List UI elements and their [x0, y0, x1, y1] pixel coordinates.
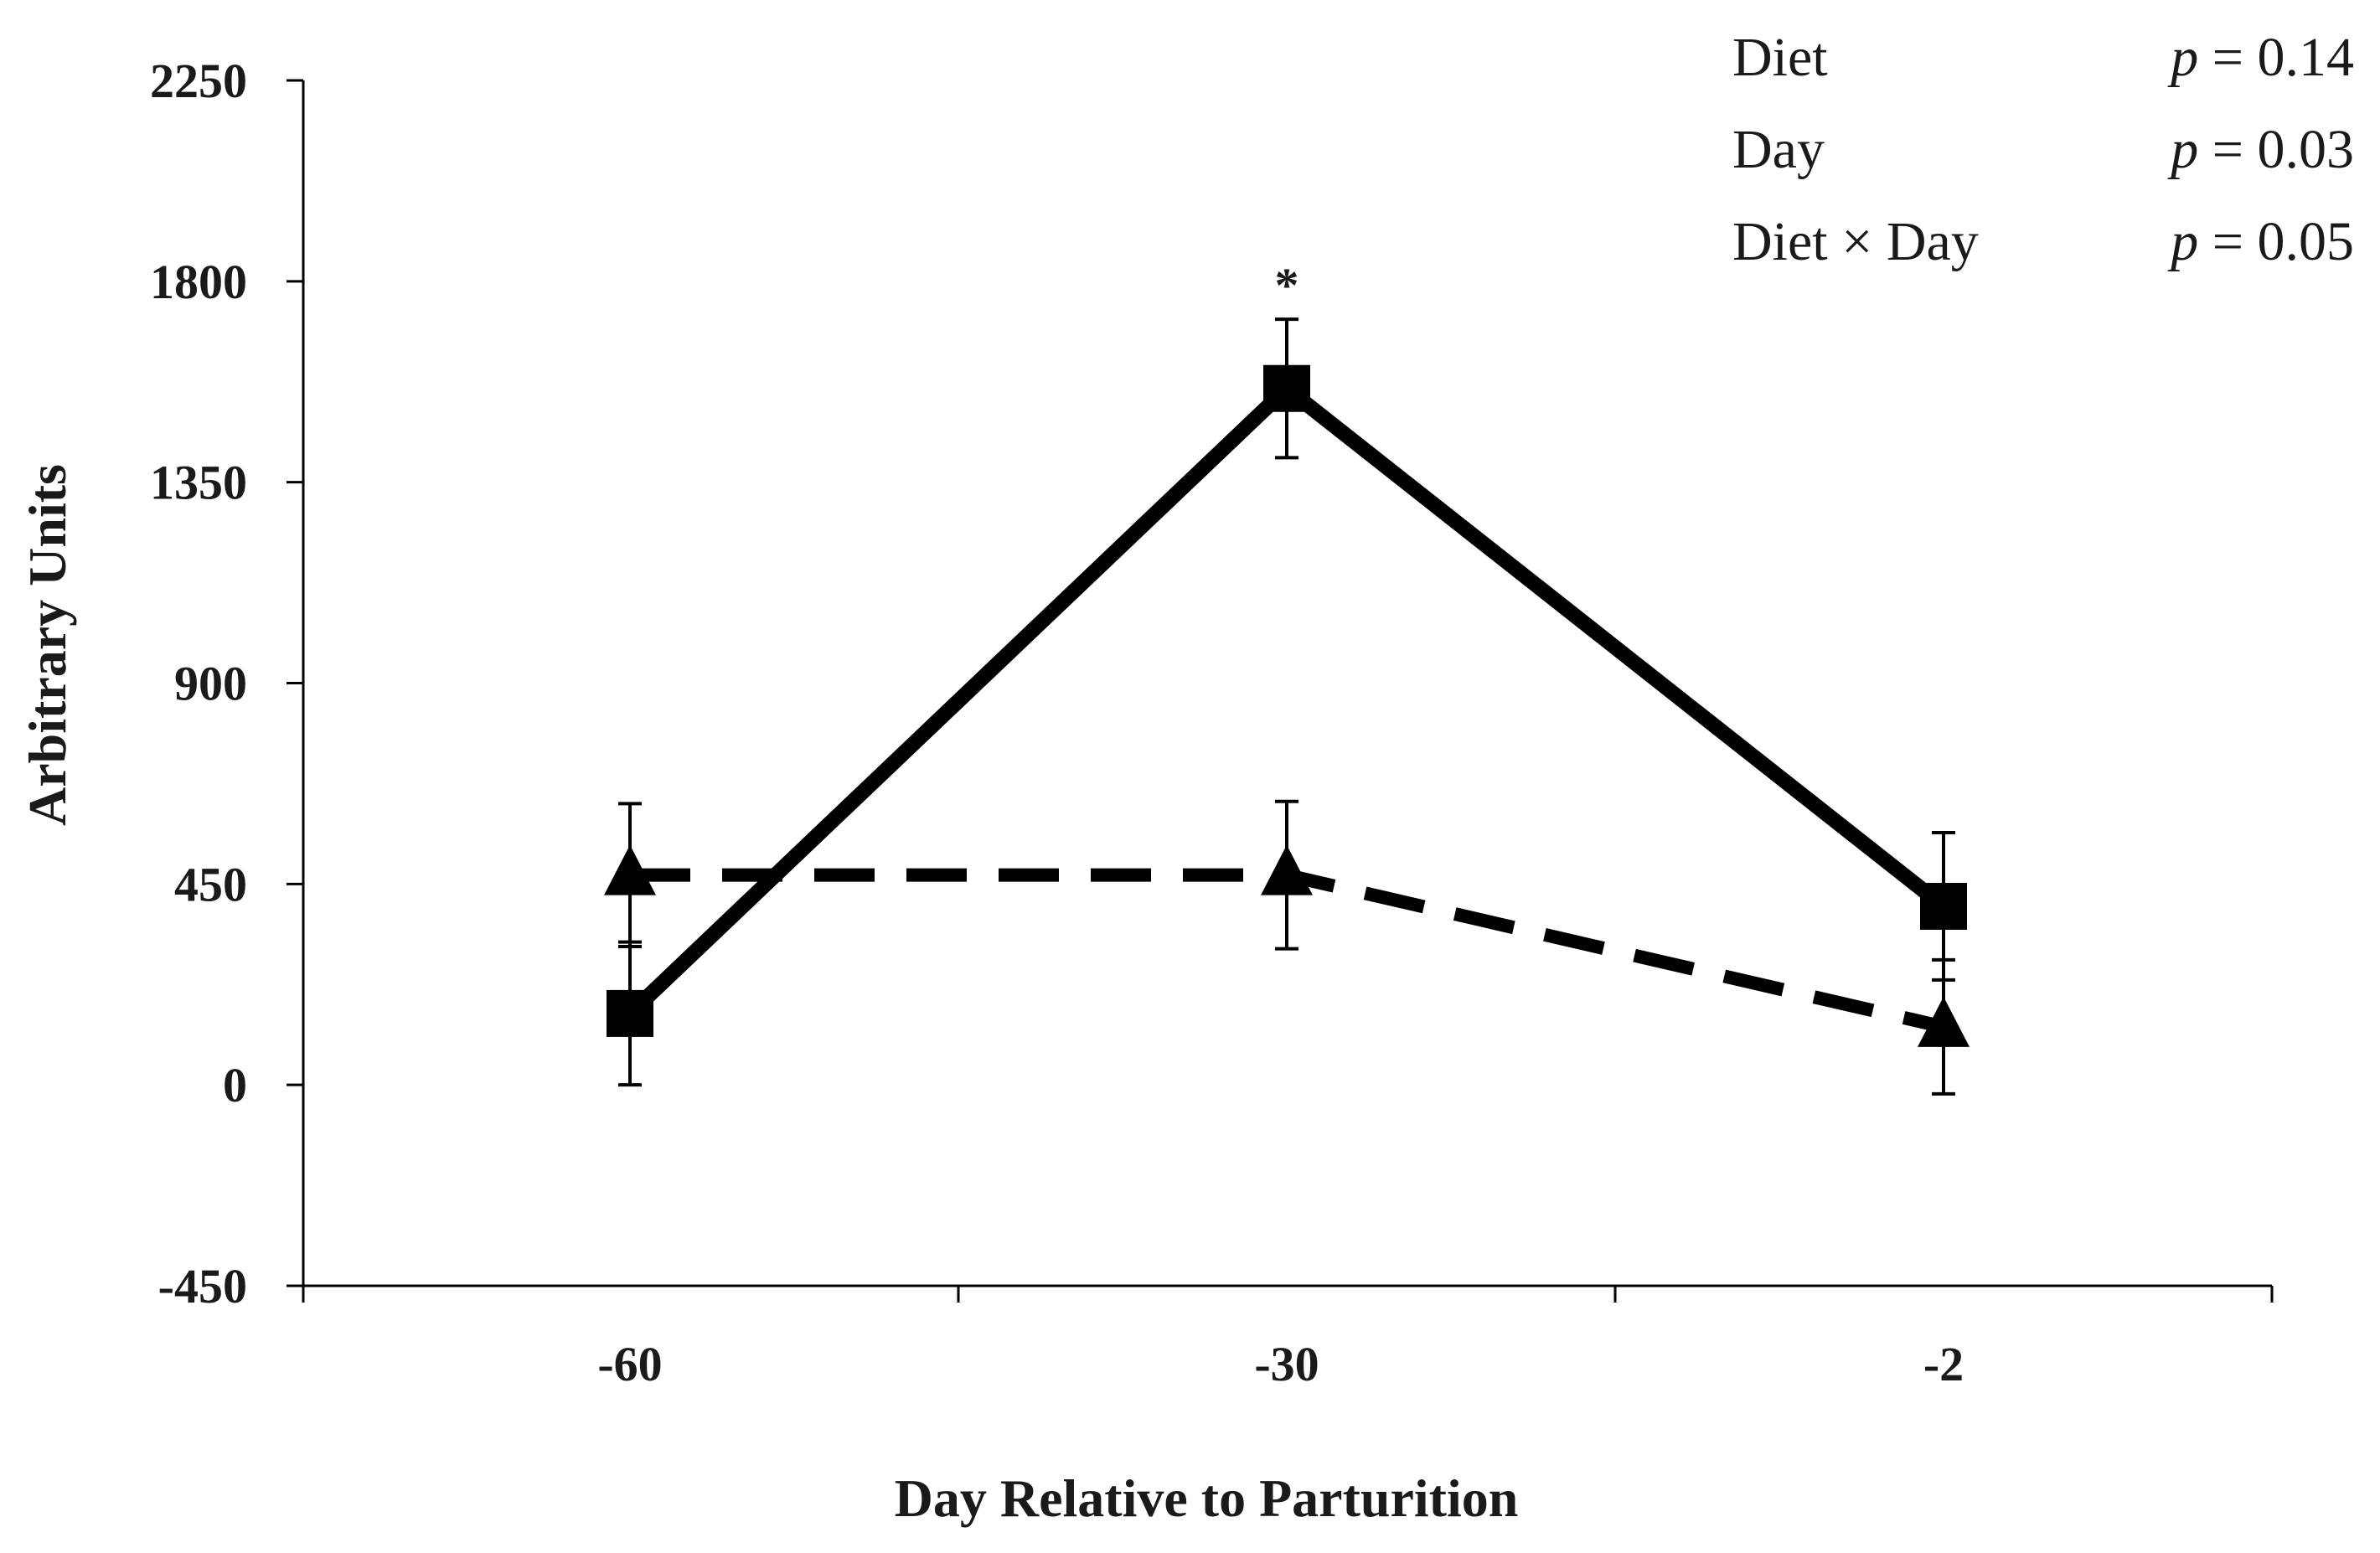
x-tick-label: -2	[1923, 1337, 1964, 1391]
series-layer: *	[604, 258, 1970, 1096]
marker-square	[607, 989, 653, 1037]
x-axis-title: Day Relative to Parturition	[895, 1468, 1519, 1528]
y-tick-label: 1350	[150, 456, 247, 510]
stat-p-number: = 0.05	[2212, 211, 2354, 272]
stat-p-value: p = 0.05	[2167, 211, 2354, 272]
y-tick-label: 2250	[150, 54, 247, 108]
axes: -450 0 450 900 1350 1800 2250 -60 -30 -2 Day Relat…	[18, 54, 2274, 1528]
marker-triangle	[1261, 844, 1313, 895]
series-square	[607, 317, 1967, 1087]
stat-term: Diet	[1732, 27, 1828, 88]
stat-p-number: = 0.03	[2212, 119, 2354, 180]
stat-p-symbol: p	[2167, 27, 2212, 88]
y-tick-label: 0	[223, 1058, 247, 1112]
marker-square	[1263, 364, 1310, 412]
marker-triangle	[1918, 996, 1970, 1047]
marker-square	[1920, 882, 1967, 930]
stats-annotation: Diet p = 0.14 Day p = 0.03 Diet × Day p = 0.0…	[1732, 27, 2354, 272]
stat-p-value: p = 0.03	[2167, 119, 2354, 180]
stat-p-value: p = 0.14	[2167, 27, 2354, 88]
stat-p-symbol: p	[2167, 211, 2212, 272]
marker-triangle	[604, 844, 656, 895]
series-triangle	[604, 799, 1970, 1096]
y-tick-label: 1800	[150, 255, 247, 309]
stat-p-symbol: p	[2167, 119, 2212, 180]
x-tick-label: -60	[597, 1337, 662, 1391]
stat-term: Diet × Day	[1732, 211, 1979, 272]
stat-term: Day	[1732, 119, 1825, 180]
y-tick-label: 900	[174, 657, 247, 711]
x-tick-label: -30	[1254, 1337, 1319, 1391]
y-axis-title: Arbitrary Units	[18, 464, 77, 826]
significance-asterisk: *	[1275, 258, 1299, 312]
y-tick-label: 450	[174, 857, 247, 911]
stat-p-number: = 0.14	[2212, 27, 2354, 88]
y-tick-label: -450	[158, 1259, 247, 1313]
